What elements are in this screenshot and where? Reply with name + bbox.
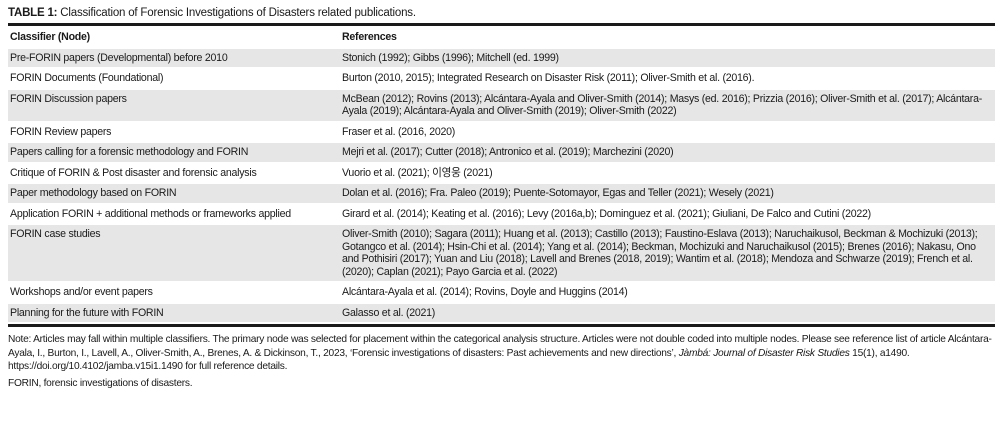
header-row: Classifier (Node) References <box>8 28 995 47</box>
references-cell: Galasso et al. (2021) <box>340 303 995 322</box>
references-cell: Vuorio et al. (2021); 이영웅 (2021) <box>342 166 493 179</box>
header-references: References <box>342 31 397 43</box>
top-rule <box>8 23 995 26</box>
table-row: Application FORIN + additional methods o… <box>8 205 995 224</box>
references-cell: Alcántara-Ayala et al. (2014); Rovins, D… <box>342 286 628 298</box>
references-cell: Fraser et al. (2016, 2020) <box>342 125 456 138</box>
bottom-rule <box>8 324 995 327</box>
table-row: FORIN Discussion papers McBean (2012); Ro… <box>8 89 995 121</box>
table-row: FORIN case studies Oliver-Smith (2010); S… <box>8 225 995 281</box>
classifier-cell: Paper methodology based on FORIN <box>8 184 340 203</box>
table-note: Note: Articles may fall within multiple … <box>8 333 995 374</box>
classifier-cell: Critique of FORIN & Post disaster and fo… <box>10 166 257 179</box>
table-row: Papers calling for a forensic methodolog… <box>8 143 995 162</box>
table-row: FORIN Review papers Fraser et al. (2016, … <box>8 123 995 142</box>
note-text-end: 15(1), a1490. https://doi.org/10.4102/ja… <box>8 347 910 373</box>
classifier-cell: Papers calling for a forensic methodolog… <box>8 143 340 162</box>
classifier-cell: Application FORIN + additional methods o… <box>10 207 291 220</box>
references-cell: Dolan et al. (2016); Fra. Paleo (2019); … <box>340 184 995 203</box>
references-cell: McBean (2012); Rovins (2013); Alcántara-… <box>340 89 995 121</box>
table-caption: TABLE 1: Classification of Forensic Inve… <box>8 6 995 21</box>
classifier-cell: Pre-FORIN papers (Developmental) before … <box>8 48 340 67</box>
references-cell: Oliver-Smith (2010); Sagara (2011); Huan… <box>340 225 995 281</box>
table-figure: TABLE 1: Classification of Forensic Inve… <box>8 6 995 389</box>
classifier-cell: Workshops and/or event papers <box>10 286 153 298</box>
classifier-cell: FORIN case studies <box>8 225 340 281</box>
classification-table: Classifier (Node) References Pre-FORIN p… <box>8 26 995 324</box>
caption-text: Classification of Forensic Investigation… <box>57 7 416 19</box>
table-row: Paper methodology based on FORIN Dolan et… <box>8 184 995 203</box>
note-text: Note: Articles may fall within multiple … <box>8 334 992 359</box>
abbreviation-note: FORIN, forensic investigations of disast… <box>8 377 193 389</box>
classifier-cell: FORIN Documents (Foundational) <box>10 72 164 84</box>
references-cell: Burton (2010, 2015); Integrated Research… <box>342 72 755 84</box>
table-row: Critique of FORIN & Post disaster and fo… <box>8 164 995 183</box>
references-cell: Stonich (1992); Gibbs (1996); Mitchell (… <box>340 48 995 67</box>
references-cell: Girard et al. (2014); Keating et al. (20… <box>342 207 871 220</box>
table-row: Pre-FORIN papers (Developmental) before … <box>8 48 995 67</box>
table-row: Workshops and/or event papers Alcántara-A… <box>8 283 995 302</box>
references-cell: Mejri et al. (2017); Cutter (2018); Antr… <box>340 143 995 162</box>
classifier-cell: FORIN Discussion papers <box>8 89 340 121</box>
table-row: Planning for the future with FORIN Galass… <box>8 303 995 322</box>
classifier-cell: FORIN Review papers <box>10 125 112 138</box>
classifier-cell: Planning for the future with FORIN <box>8 303 340 322</box>
header-classifier: Classifier (Node) <box>10 31 90 43</box>
table-row: FORIN Documents (Foundational) Burton (20… <box>8 69 995 88</box>
caption-label: TABLE 1: <box>8 7 58 19</box>
note-journal: Jàmbá: Journal of Disaster Risk Studies <box>678 347 850 359</box>
